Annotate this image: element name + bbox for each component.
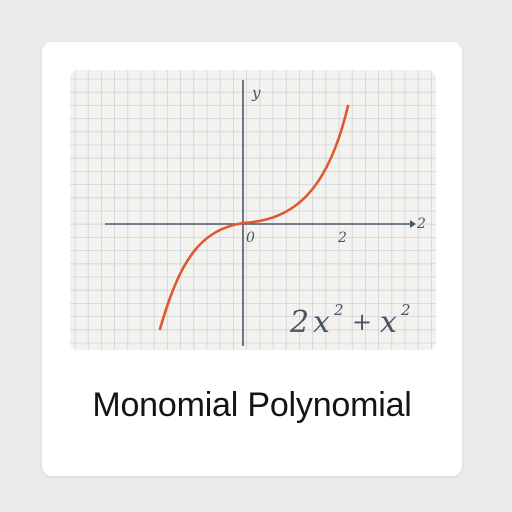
grid-lines <box>70 70 436 350</box>
x-tick-label: 2 <box>337 230 347 246</box>
y-axis-label: y <box>251 84 261 102</box>
card-title: Monomial Polynomial <box>92 386 412 424</box>
graph-canvas: y 2 0 2 2 x 2 + x 2 <box>70 70 436 350</box>
equation-coef: 2 <box>289 305 309 340</box>
origin-label: 0 <box>246 230 255 246</box>
x-axis-end-label: 2 <box>416 216 426 232</box>
equation-var1: x <box>313 305 330 340</box>
equation-var2: x <box>380 305 397 340</box>
diagram-card: y 2 0 2 2 x 2 + x 2 Monomial Polynomial <box>42 42 462 476</box>
equation-exp2: 2 <box>400 301 411 319</box>
x-axis-arrow <box>410 220 416 228</box>
equation-exp1: 2 <box>333 301 344 319</box>
graph-panel: y 2 0 2 2 x 2 + x 2 <box>70 70 436 350</box>
equation-operator: + <box>352 308 372 336</box>
cubic-curve <box>158 104 350 331</box>
